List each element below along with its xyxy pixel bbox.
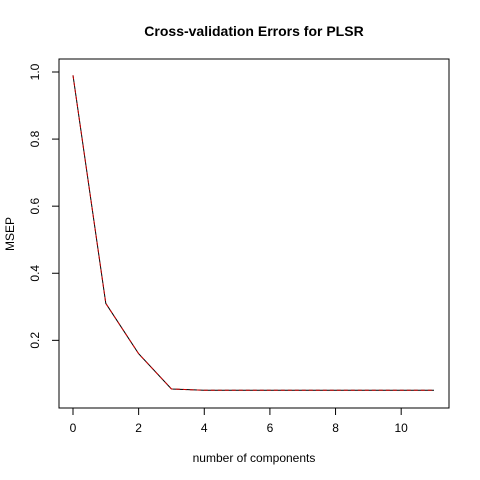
y-tick-label: 0.6 (28, 198, 42, 215)
x-axis: 0 2 4 6 8 10 (70, 407, 409, 435)
series-line-2 (72, 75, 434, 391)
series-line-1 (72, 75, 434, 391)
x-axis-label: number of components (193, 451, 316, 465)
y-tick-label: 0.2 (28, 332, 42, 349)
chart-title: Cross-validation Errors for PLSR (144, 23, 363, 39)
x-tick-label: 10 (395, 421, 409, 435)
y-tick-label: 1.0 (28, 63, 42, 80)
y-axis-label: MSEP (3, 217, 17, 251)
x-tick-label: 0 (70, 421, 77, 435)
series-layer (72, 75, 434, 391)
y-tick-label: 0.8 (28, 130, 42, 147)
plot-frame (58, 58, 450, 409)
x-tick-label: 2 (135, 421, 142, 435)
x-tick-label: 4 (201, 421, 208, 435)
y-tick-label: 0.4 (28, 265, 42, 282)
x-tick-label: 6 (267, 421, 274, 435)
y-axis: 0.2 0.4 0.6 0.8 1.0 (28, 63, 60, 349)
x-tick-label: 8 (332, 421, 339, 435)
